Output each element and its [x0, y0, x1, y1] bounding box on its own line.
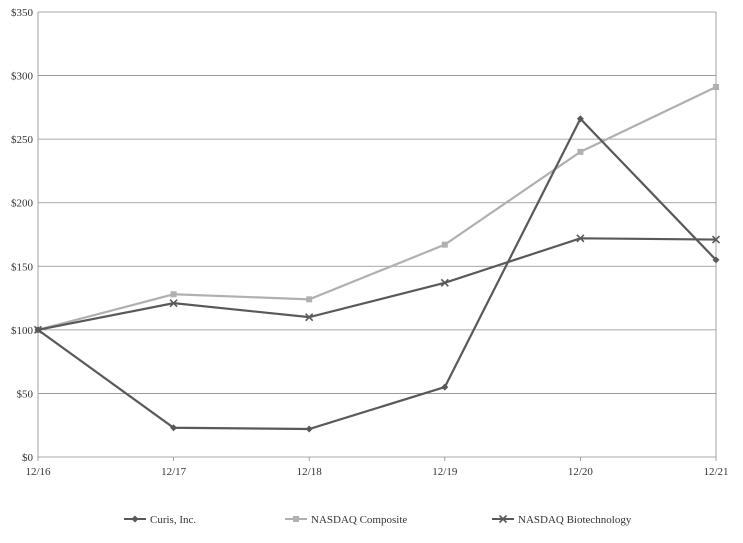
legend-label: NASDAQ Composite [311, 514, 407, 526]
x-axis-ticks: 12/16 12/17 12/18 12/19 12/20 12/21 [25, 457, 729, 478]
series-line [37, 116, 717, 431]
data-point [305, 313, 314, 322]
legend: Curis, Inc. NASDAQ Composite NASDAQ Biotec… [124, 514, 632, 526]
x-tick-label: 12/18 [297, 466, 323, 478]
legend-label: NASDAQ Biotechnology [518, 514, 632, 526]
x-tick-label: 12/19 [432, 466, 458, 478]
data-point [576, 115, 584, 123]
legend-item: NASDAQ Composite [285, 514, 407, 526]
legend-marker [498, 514, 508, 524]
y-tick-label: $100 [11, 325, 34, 337]
x-tick-label: 12/16 [25, 466, 51, 478]
series-2 [33, 234, 721, 334]
x-tick-label: 12/20 [568, 466, 594, 478]
legend-marker [293, 516, 299, 522]
data-point [306, 296, 313, 303]
legend-item: Curis, Inc. [124, 514, 196, 526]
legend-marker [131, 515, 139, 523]
gridlines [37, 11, 717, 458]
data-point [34, 326, 42, 334]
series-line [37, 237, 717, 331]
y-tick-label: $250 [11, 134, 34, 146]
data-point [711, 235, 721, 244]
legend-label: Curis, Inc. [150, 514, 196, 526]
data-point [441, 383, 449, 391]
series-line [37, 86, 717, 331]
data-point [441, 241, 448, 248]
y-tick-label: $350 [11, 7, 34, 19]
y-tick-label: $300 [11, 71, 34, 83]
y-tick-label: $150 [11, 261, 34, 273]
data-point [576, 234, 585, 243]
data-point [170, 291, 177, 298]
y-tick-label: $0 [22, 452, 34, 464]
data-point [713, 84, 719, 91]
data-point [170, 424, 178, 432]
y-tick-label: $200 [11, 198, 34, 210]
series-1 [35, 84, 719, 333]
data-point [169, 299, 178, 308]
y-axis-ticks: $0 $50 $100 $150 $200 $250 $300 $350 [11, 7, 34, 464]
data-point [305, 425, 313, 433]
series-0 [34, 115, 720, 433]
data-point [712, 256, 720, 264]
data-point [577, 148, 584, 155]
x-tick-label: 12/21 [703, 466, 728, 478]
y-tick-label: $50 [17, 388, 34, 400]
x-tick-label: 12/17 [161, 466, 187, 478]
data-point [440, 278, 449, 287]
legend-item: NASDAQ Biotechnology [492, 514, 632, 526]
series-group [33, 84, 721, 433]
